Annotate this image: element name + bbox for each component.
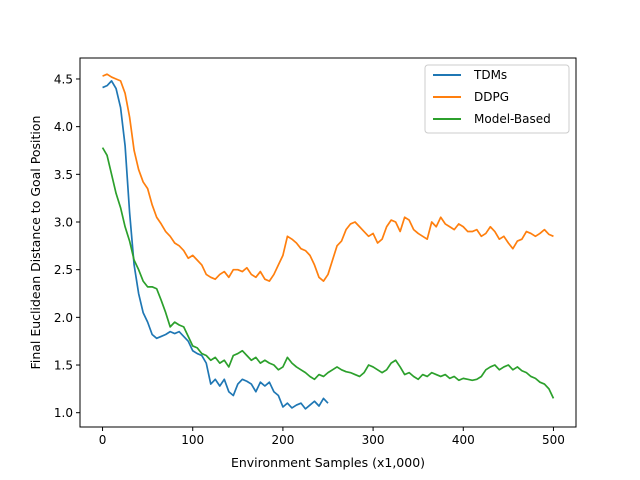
legend-label-tdms: TDMs [473, 68, 507, 82]
y-tick-label: 3.5 [54, 168, 73, 182]
axes-frame [79, 57, 577, 428]
x-tick-label: 500 [542, 433, 565, 447]
series-line-model-based [101, 147, 555, 399]
y-tick-label: 4.5 [54, 72, 73, 86]
x-tick-label: 400 [452, 433, 475, 447]
y-tick-label: 2.5 [54, 263, 73, 277]
legend-box [424, 64, 570, 134]
x-tick-label: 0 [99, 433, 107, 447]
legend-label-model-based: Model-Based [474, 112, 551, 126]
y-tick-label: 1.5 [54, 359, 73, 373]
series-layer [101, 73, 555, 410]
x-axis-ticks: 0 100 200 300 400 500 [99, 427, 565, 447]
series-line-tdms [102, 80, 329, 410]
y-axis-ticks: 1.0 1.5 2.0 2.5 3.0 3.5 4.0 4.5 [54, 72, 80, 420]
x-axis-label: Environment Samples (x1,000) [231, 455, 425, 470]
plot-area [79, 57, 577, 428]
legend-label-ddpg: DDPG [474, 90, 509, 104]
series-line-ddpg [102, 73, 554, 282]
legend: TDMs DDPG Model-Based [424, 64, 570, 134]
y-tick-label: 3.0 [54, 216, 73, 230]
y-tick-label: 4.0 [54, 120, 73, 134]
x-tick-label: 200 [271, 433, 294, 447]
x-tick-label: 300 [362, 433, 385, 447]
x-tick-label: 100 [181, 433, 204, 447]
y-tick-label: 2.0 [54, 311, 73, 325]
y-axis-label: Final Euclidean Distance to Goal Positio… [28, 116, 43, 370]
y-tick-label: 1.0 [54, 406, 73, 420]
